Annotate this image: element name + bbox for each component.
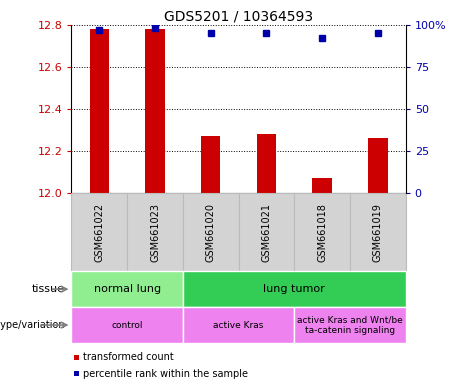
Bar xyxy=(183,307,294,343)
Bar xyxy=(350,193,406,271)
Bar xyxy=(127,193,183,271)
Bar xyxy=(183,193,238,271)
Text: GSM661020: GSM661020 xyxy=(206,203,216,262)
Text: GSM661019: GSM661019 xyxy=(373,203,383,262)
Bar xyxy=(71,271,183,307)
Bar xyxy=(257,134,276,193)
Bar xyxy=(294,193,350,271)
Text: GSM661023: GSM661023 xyxy=(150,203,160,262)
Text: percentile rank within the sample: percentile rank within the sample xyxy=(83,369,248,379)
Bar xyxy=(89,29,109,193)
Text: genotype/variation: genotype/variation xyxy=(0,320,65,330)
Bar xyxy=(294,307,406,343)
Bar xyxy=(183,271,406,307)
Bar xyxy=(71,307,183,343)
Text: GSM661018: GSM661018 xyxy=(317,203,327,262)
Text: GSM661022: GSM661022 xyxy=(95,203,104,262)
Bar xyxy=(201,136,220,193)
Text: transformed count: transformed count xyxy=(83,353,174,362)
Text: active Kras: active Kras xyxy=(213,321,264,329)
Text: active Kras and Wnt/be
ta-catenin signaling: active Kras and Wnt/be ta-catenin signal… xyxy=(297,315,403,335)
Bar xyxy=(313,178,332,193)
Text: lung tumor: lung tumor xyxy=(263,284,325,294)
Text: GSM661021: GSM661021 xyxy=(261,203,272,262)
Bar xyxy=(145,29,165,193)
Bar xyxy=(238,193,294,271)
Bar xyxy=(368,138,388,193)
Text: control: control xyxy=(112,321,143,329)
Text: tissue: tissue xyxy=(32,284,65,294)
Title: GDS5201 / 10364593: GDS5201 / 10364593 xyxy=(164,10,313,24)
Bar xyxy=(71,193,127,271)
Text: normal lung: normal lung xyxy=(94,284,161,294)
